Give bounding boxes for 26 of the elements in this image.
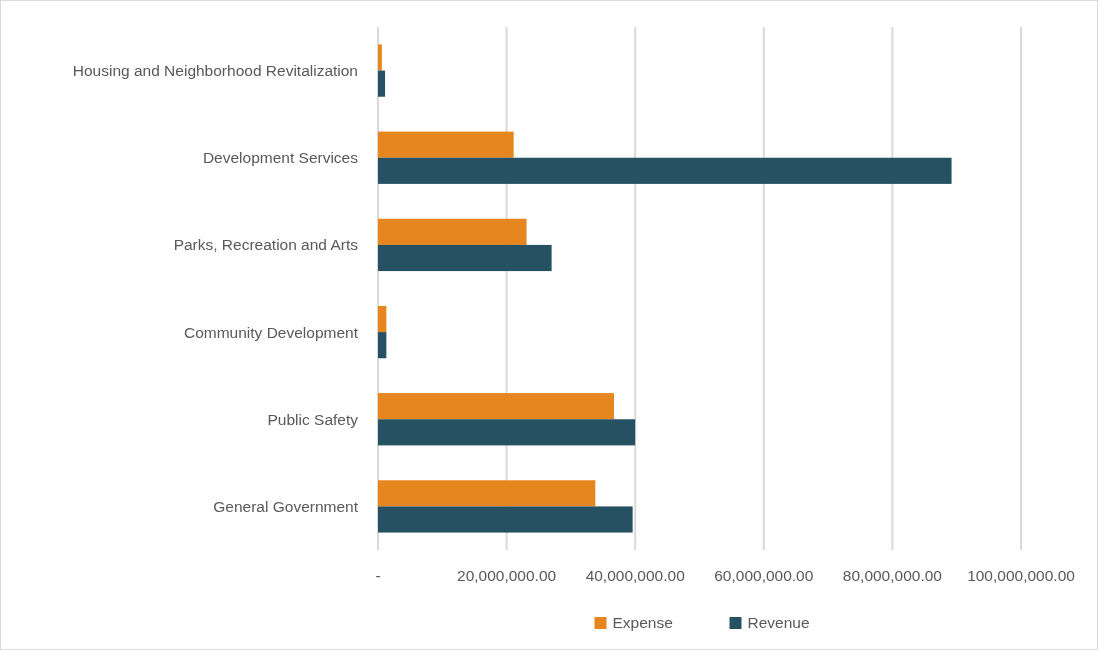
bar	[378, 44, 382, 71]
x-tick-label: 40,000,000.00	[585, 567, 686, 585]
y-tick-label: Community Development	[183, 323, 359, 341]
x-tick-label: 20,000,000.00	[457, 567, 557, 585]
bar	[378, 244, 552, 272]
bar	[378, 332, 387, 359]
bar	[378, 393, 614, 420]
x-tick-label: 100,000,000.00	[967, 567, 1076, 585]
y-tick-label: Parks, Recreation and Arts	[173, 236, 359, 254]
bar	[378, 506, 633, 533]
legend-label: Expense	[612, 614, 673, 632]
bar	[378, 305, 387, 333]
y-tick-label: General Government	[213, 497, 359, 515]
y-tick-label: Housing and Neighborhood Revitalization	[72, 62, 358, 80]
bar	[378, 70, 386, 97]
legend-label: Revenue	[747, 614, 810, 632]
x-tick-label: -	[375, 567, 381, 585]
bar	[378, 157, 952, 184]
bar	[378, 480, 596, 507]
bar	[378, 419, 636, 446]
y-tick-label: Development Services	[202, 149, 359, 167]
bar	[378, 131, 514, 158]
x-tick-label: 60,000,000.00	[714, 567, 814, 585]
bar	[378, 218, 527, 245]
x-tick-label: 80,000,000.00	[842, 567, 943, 585]
y-tick-label: Public Safety	[267, 410, 359, 428]
